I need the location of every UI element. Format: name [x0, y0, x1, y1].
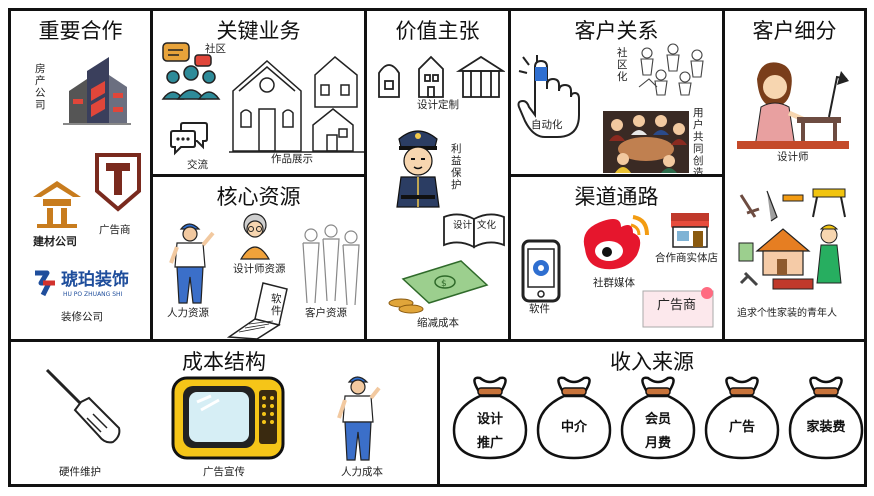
decor-company-label: 装修公司 [61, 311, 103, 323]
real-estate-label: 房产公司 [35, 63, 46, 111]
cost-structure-block: 成本结构 硬件维护 [8, 339, 440, 487]
revenue-bag-3-line2: 月费 [644, 436, 671, 451]
revenue-bag-3-line1: 会员 [644, 412, 671, 427]
exchange-chat-icon [169, 119, 209, 157]
cost-structure-title: 成本结构 [182, 350, 266, 374]
cost-reduction-label: 缩减成本 [417, 317, 459, 329]
revenue-bag-1-line1: 设计 [476, 412, 503, 427]
communitization-label: 社区化 [617, 47, 628, 83]
decor-brand-name: 琥珀装饰 [61, 270, 129, 290]
book-right-label: 文化 [477, 220, 497, 231]
co-creation-label: 用户共同创造 [693, 107, 704, 179]
channel-advertiser-label: 广告商 [657, 298, 697, 313]
customer-resources-label: 客户资源 [305, 307, 347, 319]
human-resources-label: 人力资源 [167, 307, 209, 319]
co-creation-meeting-icon [603, 111, 689, 173]
key-partners-title: 重要合作 [38, 19, 123, 43]
worker-icon [169, 219, 215, 305]
key-resources-title: 核心资源 [216, 185, 301, 209]
designer-label: 设计师 [777, 151, 809, 163]
money-bag-5: 家装费 [786, 372, 866, 462]
advertiser-label: 广告商 [99, 224, 131, 236]
phone-app-icon [521, 239, 561, 303]
community-people-icon [161, 41, 221, 103]
money-icon: $ [387, 257, 491, 315]
key-activities-title: 关键业务 [216, 19, 301, 43]
labor-worker-icon [337, 372, 381, 462]
book-left-label: 设计 [453, 220, 473, 231]
revenue-streams-block: 收入来源 设计 推广 中介 会员 月费 [437, 339, 867, 487]
automation-label: 自动化 [531, 119, 563, 131]
value-propositions-title: 价值主张 [395, 19, 480, 43]
partner-stores-label: 合作商实体店 [655, 252, 718, 264]
tv-icon [171, 374, 285, 460]
revenue-bag-1-line2: 推广 [476, 436, 503, 451]
building-materials-logo-icon [29, 179, 85, 241]
money-bag-2: 中介 [534, 372, 614, 462]
weibo-logo-icon [577, 209, 653, 273]
revenue-bag-5-line1: 家装费 [806, 420, 846, 435]
real-estate-logo-icon [59, 53, 135, 129]
customer-segments-title: 客户细分 [752, 19, 837, 43]
money-bag-4: 广告 [702, 372, 782, 462]
portfolio-houses-icon [229, 51, 365, 155]
portfolio-label: 作品展示 [271, 153, 313, 165]
money-bag-1: 设计 推广 [450, 372, 530, 462]
labor-label: 人力成本 [341, 466, 383, 478]
revenue-streams-title: 收入来源 [610, 350, 694, 374]
rights-protection-label: 利益保护 [451, 143, 462, 191]
young-diy-icon [737, 187, 851, 291]
software-label: 软件 [271, 293, 282, 317]
advertiser-note-icon [641, 285, 715, 329]
hardware-label: 硬件维护 [59, 466, 101, 478]
hand-click-icon [515, 53, 581, 139]
revenue-bag-2-line1: 中介 [560, 420, 587, 435]
customer-group-icon [299, 223, 363, 307]
advertising-label: 广告宣传 [203, 466, 245, 478]
key-activities-block: 关键业务 社区 交流 [150, 8, 367, 177]
partner-store-icon [667, 209, 713, 249]
svg-text:$: $ [441, 279, 447, 289]
customer-relationships-block: 客户关系 自动化 社区化 [508, 8, 725, 179]
value-propositions-block: 价值主张 设计定制 [364, 8, 511, 342]
community-sketch-icon [635, 41, 711, 97]
screwdriver-icon [41, 364, 123, 446]
revenue-bag-4-line1: 广告 [728, 420, 755, 435]
decor-company-logo-icon [31, 269, 59, 297]
channel-software-label: 软件 [529, 303, 550, 315]
laptop-icon [227, 281, 291, 341]
elderly-designer-icon [235, 211, 275, 261]
community-label: 社区 [205, 43, 226, 55]
custom-design-label: 设计定制 [417, 99, 459, 111]
young-people-label: 追求个性家装的青年人 [737, 308, 837, 319]
customer-relationships-title: 客户关系 [574, 19, 659, 43]
channels-block: 渠道通路 软件 社群媒体 [508, 174, 725, 342]
custom-houses-icon [375, 53, 505, 99]
money-bag-3: 会员 月费 [618, 372, 698, 462]
open-book-icon [441, 211, 507, 251]
exchange-label: 交流 [187, 159, 208, 171]
decor-brand-pinyin: HU PO ZHUANG SHI [63, 291, 123, 298]
key-resources-block: 核心资源 人力资源 设计师资源 [150, 174, 367, 342]
designer-resources-label: 设计师资源 [233, 263, 286, 275]
police-officer-icon [387, 123, 449, 211]
social-media-label: 社群媒体 [593, 277, 635, 289]
key-partners-block: 重要合作 房产公司 建材公司 [8, 8, 153, 342]
advertiser-logo-icon [91, 151, 145, 213]
customer-segments-block: 客户细分 设计师 [722, 8, 867, 342]
channels-title: 渠道通路 [574, 185, 659, 209]
building-materials-logo-text: 建材公司 [33, 235, 77, 248]
designer-woman-icon [737, 57, 849, 149]
